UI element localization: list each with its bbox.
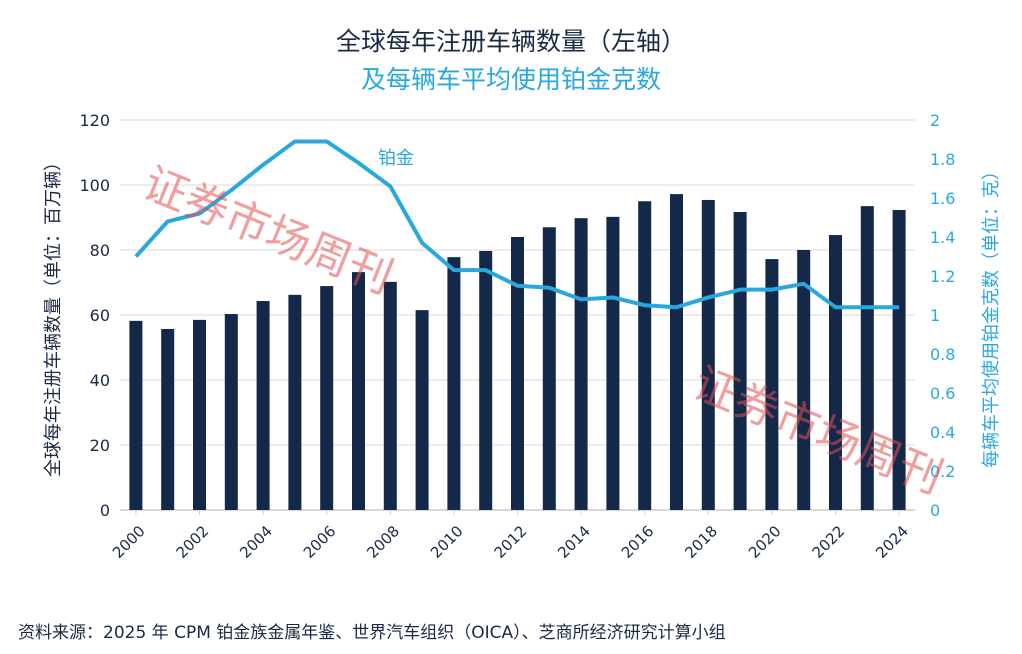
bar-2014 (574, 218, 588, 510)
watermark: 证券市场周刊 (136, 158, 400, 304)
bar-2012 (511, 237, 524, 510)
bar-2023 (860, 206, 874, 510)
right-tick-label: 1.2 (930, 267, 955, 286)
left-tick-label: 60 (90, 306, 110, 325)
bar-2021 (797, 250, 811, 510)
x-tick-label: 2008 (363, 522, 403, 562)
x-tick-label: 2014 (554, 522, 594, 562)
bar-2018 (701, 199, 715, 510)
x-tick-label: 2006 (300, 522, 340, 562)
bar-2019 (733, 211, 747, 510)
right-tick-label: 1.8 (930, 150, 955, 169)
x-tick-label: 2002 (173, 522, 213, 562)
bar-2015 (606, 216, 620, 510)
right-tick-label: 0.4 (930, 423, 955, 442)
right-tick-label: 1.4 (930, 228, 955, 247)
bar-2001 (161, 328, 175, 510)
x-tick-label: 2022 (809, 522, 849, 562)
right-tick-label: 0.2 (930, 462, 955, 481)
x-tick-label: 2000 (109, 522, 149, 562)
bar-2007 (352, 272, 365, 510)
left-tick-label: 120 (79, 111, 110, 130)
bar-2002 (193, 319, 206, 510)
x-tick-label: 2010 (427, 522, 467, 562)
bar-2008 (383, 281, 397, 510)
source-note: 资料来源：2025 年 CPM 铂金族金属年鉴、世界汽车组织（OICA）、芝商所… (18, 623, 726, 643)
chart-subtitle: 及每辆车平均使用铂金克数 (360, 65, 661, 94)
left-tick-label: 100 (79, 176, 110, 195)
x-tick-label: 2024 (872, 522, 912, 562)
bar-2017 (670, 194, 683, 510)
right-tick-label: 0 (930, 501, 940, 520)
left-tick-label: 0 (100, 501, 110, 520)
right-tick-label: 0.6 (930, 384, 955, 403)
bar-2010 (447, 257, 461, 510)
bar-2020 (765, 259, 779, 510)
bar-2013 (542, 227, 556, 510)
right-tick-label: 0.8 (930, 345, 955, 364)
left-tick-label: 20 (90, 436, 110, 455)
x-tick-label: 2004 (236, 522, 276, 562)
bar-2011 (479, 250, 493, 510)
series-label-platinum: 铂金 (378, 148, 414, 169)
chart-title: 全球每年注册车辆数量（左轴） (335, 27, 686, 56)
bar-2006 (320, 286, 334, 510)
bar-2000 (129, 320, 143, 510)
bar-2024 (892, 210, 906, 510)
right-tick-label: 1 (930, 306, 940, 325)
bar-2005 (288, 294, 302, 510)
bar-2009 (415, 310, 429, 510)
x-tick-label: 2016 (618, 522, 658, 562)
left-tick-label: 80 (90, 241, 110, 260)
right-tick-label: 2 (930, 111, 940, 130)
bar-2022 (829, 235, 842, 511)
bar-2016 (638, 201, 652, 510)
x-tick-label: 2012 (491, 522, 531, 562)
right-tick-label: 1.6 (930, 189, 955, 208)
bar-2004 (256, 301, 270, 510)
x-tick-label: 2020 (745, 522, 785, 562)
x-tick-label: 2018 (681, 522, 721, 562)
left-tick-label: 40 (90, 371, 110, 390)
bar-2003 (224, 314, 238, 510)
